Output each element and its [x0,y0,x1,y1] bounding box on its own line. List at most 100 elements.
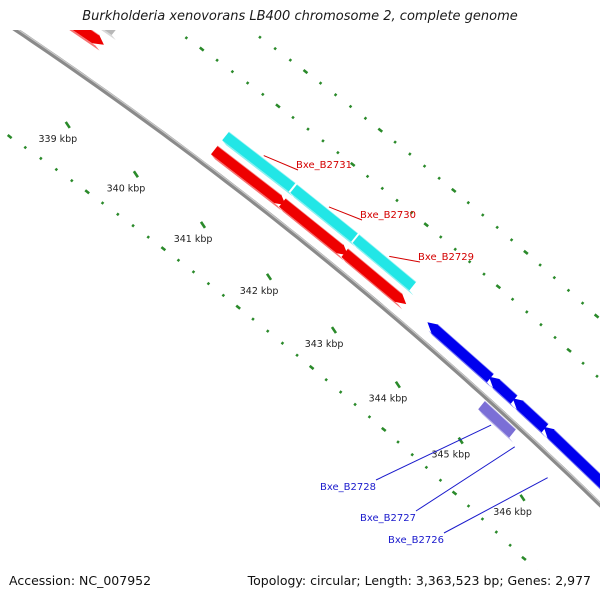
gc-tick-mark [353,402,357,407]
gene-reverse-1-face [427,322,494,383]
gene-bxe-b2729-face [341,248,407,305]
gc-tick-mark [295,353,299,358]
gc-tick-mark [198,46,205,52]
gc-tick-mark [221,293,226,298]
gc-tick-mark [564,598,566,600]
gc-tick-mark [333,93,338,97]
gc-tick-mark [377,127,384,133]
gc-tick-mark [184,36,189,40]
gc-tick-mark [191,270,196,274]
gene-label-leader [443,477,548,534]
gc-tick-mark [410,452,414,457]
gc-tick-mark [349,161,356,168]
gc-tick-mark [521,555,527,561]
gc-tick-mark [566,288,571,293]
backbone-line [12,30,600,508]
gene-reverse-1 [427,322,495,388]
gc-tick-mark [176,258,181,262]
gc-tick-mark [480,517,485,521]
gc-tick-mark [275,103,281,109]
gc-tick-mark [306,127,310,131]
gene-bxe-b2727-highlight [553,428,600,474]
gene-feature-grey-shadow [101,30,116,40]
gene-bxe-b2731-cds-shadow [222,140,293,197]
gene-bxe-b2729-shadow [341,257,403,310]
gene-bxe-b2728-rna-shadow [478,409,514,443]
gc-tick-mark [510,297,515,302]
gc-tick-mark [438,235,443,239]
scale-tick-label: 339 kbp [38,134,77,145]
gene-label-bxe-b2731: Bxe_B2731 [296,160,352,171]
gene-reverse-2-face [489,376,518,404]
gc-tick-mark [261,92,265,97]
gc-tick-mark [291,115,295,120]
gc-tick-mark [552,275,557,280]
gc-tick-mark [450,187,457,194]
gene-reverse-1-shadow [428,330,491,388]
gene-feature-left-highlight [90,30,100,36]
gc-tick-mark [553,335,557,340]
scale-tick-mark [394,380,401,389]
gene-bxe-b2730-cds-highlight [296,183,359,234]
page-title: Burkholderia xenovorans LB400 chromosome… [82,9,518,24]
gene-reverse-2-highlight [499,378,519,396]
gene-bxe-b2728-face [512,398,549,433]
gc-tick-mark [495,225,499,230]
gene-bxe-b2728-rna-face [478,400,517,438]
gc-tick-mark [206,281,211,286]
gc-tick-mark [424,465,429,470]
gc-tick-mark [348,104,353,109]
gene-label-leader [263,155,299,171]
gene-label-bxe-b2729: Bxe_B2729 [418,252,474,263]
scale-tick-mark [519,494,526,502]
gc-tick-mark [508,543,512,547]
gc-tick-mark [321,139,325,143]
gc-tick-mark [23,145,28,150]
gene-label-layer: Bxe_B2731 Bxe_B2730 Bxe_B2729 Bxe_B2728 Bxe_… [263,155,548,546]
gc-tick-mark [494,530,499,534]
gene-feature-layer [50,0,600,490]
gene-reverse-2-shadow [490,385,515,409]
gc-tick-mark [393,140,397,144]
gc-tick-mark [482,272,486,276]
gc-tick-mark [593,313,600,319]
gene-bxe-b2731-cds-highlight [228,131,297,184]
gene-bxe-b2729 [341,247,407,310]
gc-tick-mark [438,478,443,482]
scale-tick-label: 342 kbp [240,286,279,297]
gene-bxe-b2731-highlight [217,145,282,196]
gene-bxe-b2731-shadow [211,154,282,211]
gc-tick-mark [230,69,235,74]
gc-tick-mark [595,374,599,379]
scale-tick-label: 340 kbp [107,183,146,194]
gc-tick-mark [437,176,441,181]
gc-tick-mark [523,249,529,255]
gene-bxe-b2729-cds-highlight [359,233,417,283]
scale-tick-mark [457,436,464,445]
gc-tick-mark [380,186,385,191]
gc-tick-mark [380,426,387,433]
gc-tick-mark [466,200,471,205]
gc-tick-mark [280,341,285,345]
gene-bxe-b2730-cds-shadow [290,192,356,247]
scale-tick-mark [265,273,273,281]
gc-tick-mark [539,322,543,327]
gene-feature-grey-highlight [50,0,119,26]
gc-tick-mark [581,361,585,366]
gc-tick-mark [538,263,542,267]
accession-label: Accession: NC_007952 [9,573,152,588]
gene-feature-left [69,30,104,51]
gc-tick-mark [146,235,150,239]
gene-bxe-b2731-cds [222,131,297,197]
gene-label-leader [389,255,421,263]
gene-reverse-1-highlight [437,324,495,375]
scale-tick-label: 341 kbp [174,234,213,245]
gc-tick-mark [116,212,120,217]
scale-tick-label: 345 kbp [431,450,470,461]
gene-label-bxe-b2727: Bxe_B2727 [360,513,416,524]
gene-reverse-2 [489,376,519,409]
scale-tick-label: 343 kbp [305,339,344,350]
gene-label-bxe-b2726: Bxe_B2726 [388,535,444,546]
gc-tick-mark [160,246,167,252]
